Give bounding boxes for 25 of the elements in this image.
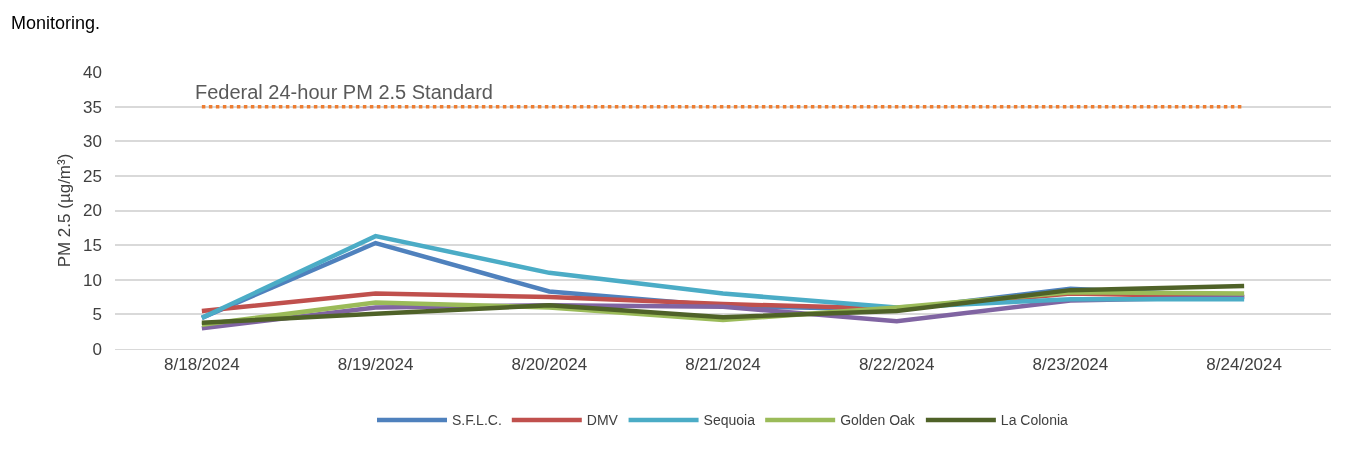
y-tick-label: 20 (83, 201, 102, 221)
y-tick-label: 0 (92, 339, 102, 359)
x-tick-label: 8/20/2024 (511, 355, 588, 375)
legend-label: Golden Oak (840, 412, 916, 429)
text: Monitoring. (11, 13, 101, 33)
legend-label: Sequoia (703, 412, 756, 429)
y-tick-label: 30 (83, 132, 102, 152)
x-tick-label: 8/18/2024 (164, 355, 240, 375)
y-tick-label: 15 (83, 236, 102, 256)
x-tick-label: 8/21/2024 (685, 355, 761, 375)
legend-label: S.F.L.C. (452, 412, 502, 429)
x-tick-label: 8/22/2024 (858, 355, 935, 375)
y-tick-label: 40 (83, 62, 102, 82)
x-tick-label: 8/24/2024 (1206, 355, 1282, 375)
y-tick-label: 10 (83, 270, 102, 290)
legend-label: DMV (586, 412, 619, 429)
y-axis-title: PM 2.5 (µg/m³) (54, 153, 74, 268)
y-tick-label: 5 (92, 305, 102, 325)
y-tick-label: 25 (83, 166, 102, 186)
x-tick-label: 8/23/2024 (1032, 355, 1109, 375)
x-tick-label: 8/19/2024 (337, 355, 414, 375)
legend-label: La Colonia (1000, 412, 1069, 429)
ref-line-label: Federal 24-hour PM 2.5 Standard (195, 81, 493, 103)
y-tick-label: 35 (83, 97, 102, 117)
line-series (199, 283, 1247, 325)
